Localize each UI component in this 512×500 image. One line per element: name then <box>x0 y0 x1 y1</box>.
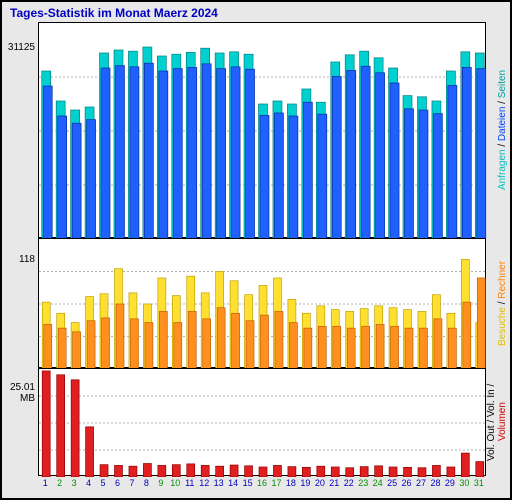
day-label: 10 <box>168 478 182 488</box>
mid-panel <box>38 238 486 368</box>
day-label: 18 <box>284 478 298 488</box>
day-label: 11 <box>183 478 197 488</box>
day-label: 9 <box>154 478 168 488</box>
day-label: 29 <box>443 478 457 488</box>
day-label: 22 <box>342 478 356 488</box>
day-label: 19 <box>298 478 312 488</box>
day-label: 15 <box>240 478 254 488</box>
legend-mid: Besuche / Rechner <box>497 238 508 368</box>
day-label: 8 <box>139 478 153 488</box>
legend-item: Vol. Out <box>486 425 497 461</box>
day-label: 17 <box>269 478 283 488</box>
chart-container: Tages-Statistik im Monat Maerz 2024 3112… <box>0 0 512 500</box>
day-label: 1 <box>38 478 52 488</box>
top-panel-svg <box>39 23 487 239</box>
legend-item: Volumen <box>497 403 508 442</box>
day-label: 6 <box>110 478 124 488</box>
day-label: 3 <box>67 478 81 488</box>
chart-title: Tages-Statistik im Monat Maerz 2024 <box>10 6 218 20</box>
day-label: 4 <box>81 478 95 488</box>
mid-y-label: 118 <box>2 254 35 265</box>
day-label: 14 <box>226 478 240 488</box>
mid-panel-svg <box>39 239 487 369</box>
day-label: 26 <box>399 478 413 488</box>
legend-item: Anfragen <box>497 149 508 190</box>
x-axis-days: 1234567891011121314151617181920212223242… <box>38 478 486 488</box>
bot-y-label: 25.01 MB <box>2 382 35 404</box>
legend-item: Rechner <box>497 260 508 298</box>
day-label: 20 <box>313 478 327 488</box>
day-label: 13 <box>211 478 225 488</box>
top-panel <box>38 22 486 238</box>
day-label: 24 <box>370 478 384 488</box>
legend-item: Seiten <box>497 70 508 98</box>
day-label: 12 <box>197 478 211 488</box>
day-label: 2 <box>52 478 66 488</box>
day-label: 31 <box>472 478 486 488</box>
legend-item: Dateien <box>497 107 508 141</box>
legend-top: Anfragen / Dateien / Seiten <box>497 22 508 238</box>
day-label: 28 <box>428 478 442 488</box>
day-label: 25 <box>385 478 399 488</box>
legend-item: Besuche <box>497 307 508 346</box>
top-y-label: 31125 <box>2 42 35 53</box>
bot-panel-svg <box>39 369 487 477</box>
bot-panel <box>38 368 486 476</box>
day-label: 7 <box>125 478 139 488</box>
day-label: 30 <box>457 478 471 488</box>
day-label: 21 <box>327 478 341 488</box>
day-label: 27 <box>414 478 428 488</box>
day-label: 5 <box>96 478 110 488</box>
day-label: 16 <box>255 478 269 488</box>
legend-bot: Vol. Out / Vol. In / Volumen <box>486 368 508 476</box>
day-label: 23 <box>356 478 370 488</box>
legend-item: Vol. In <box>486 389 497 417</box>
